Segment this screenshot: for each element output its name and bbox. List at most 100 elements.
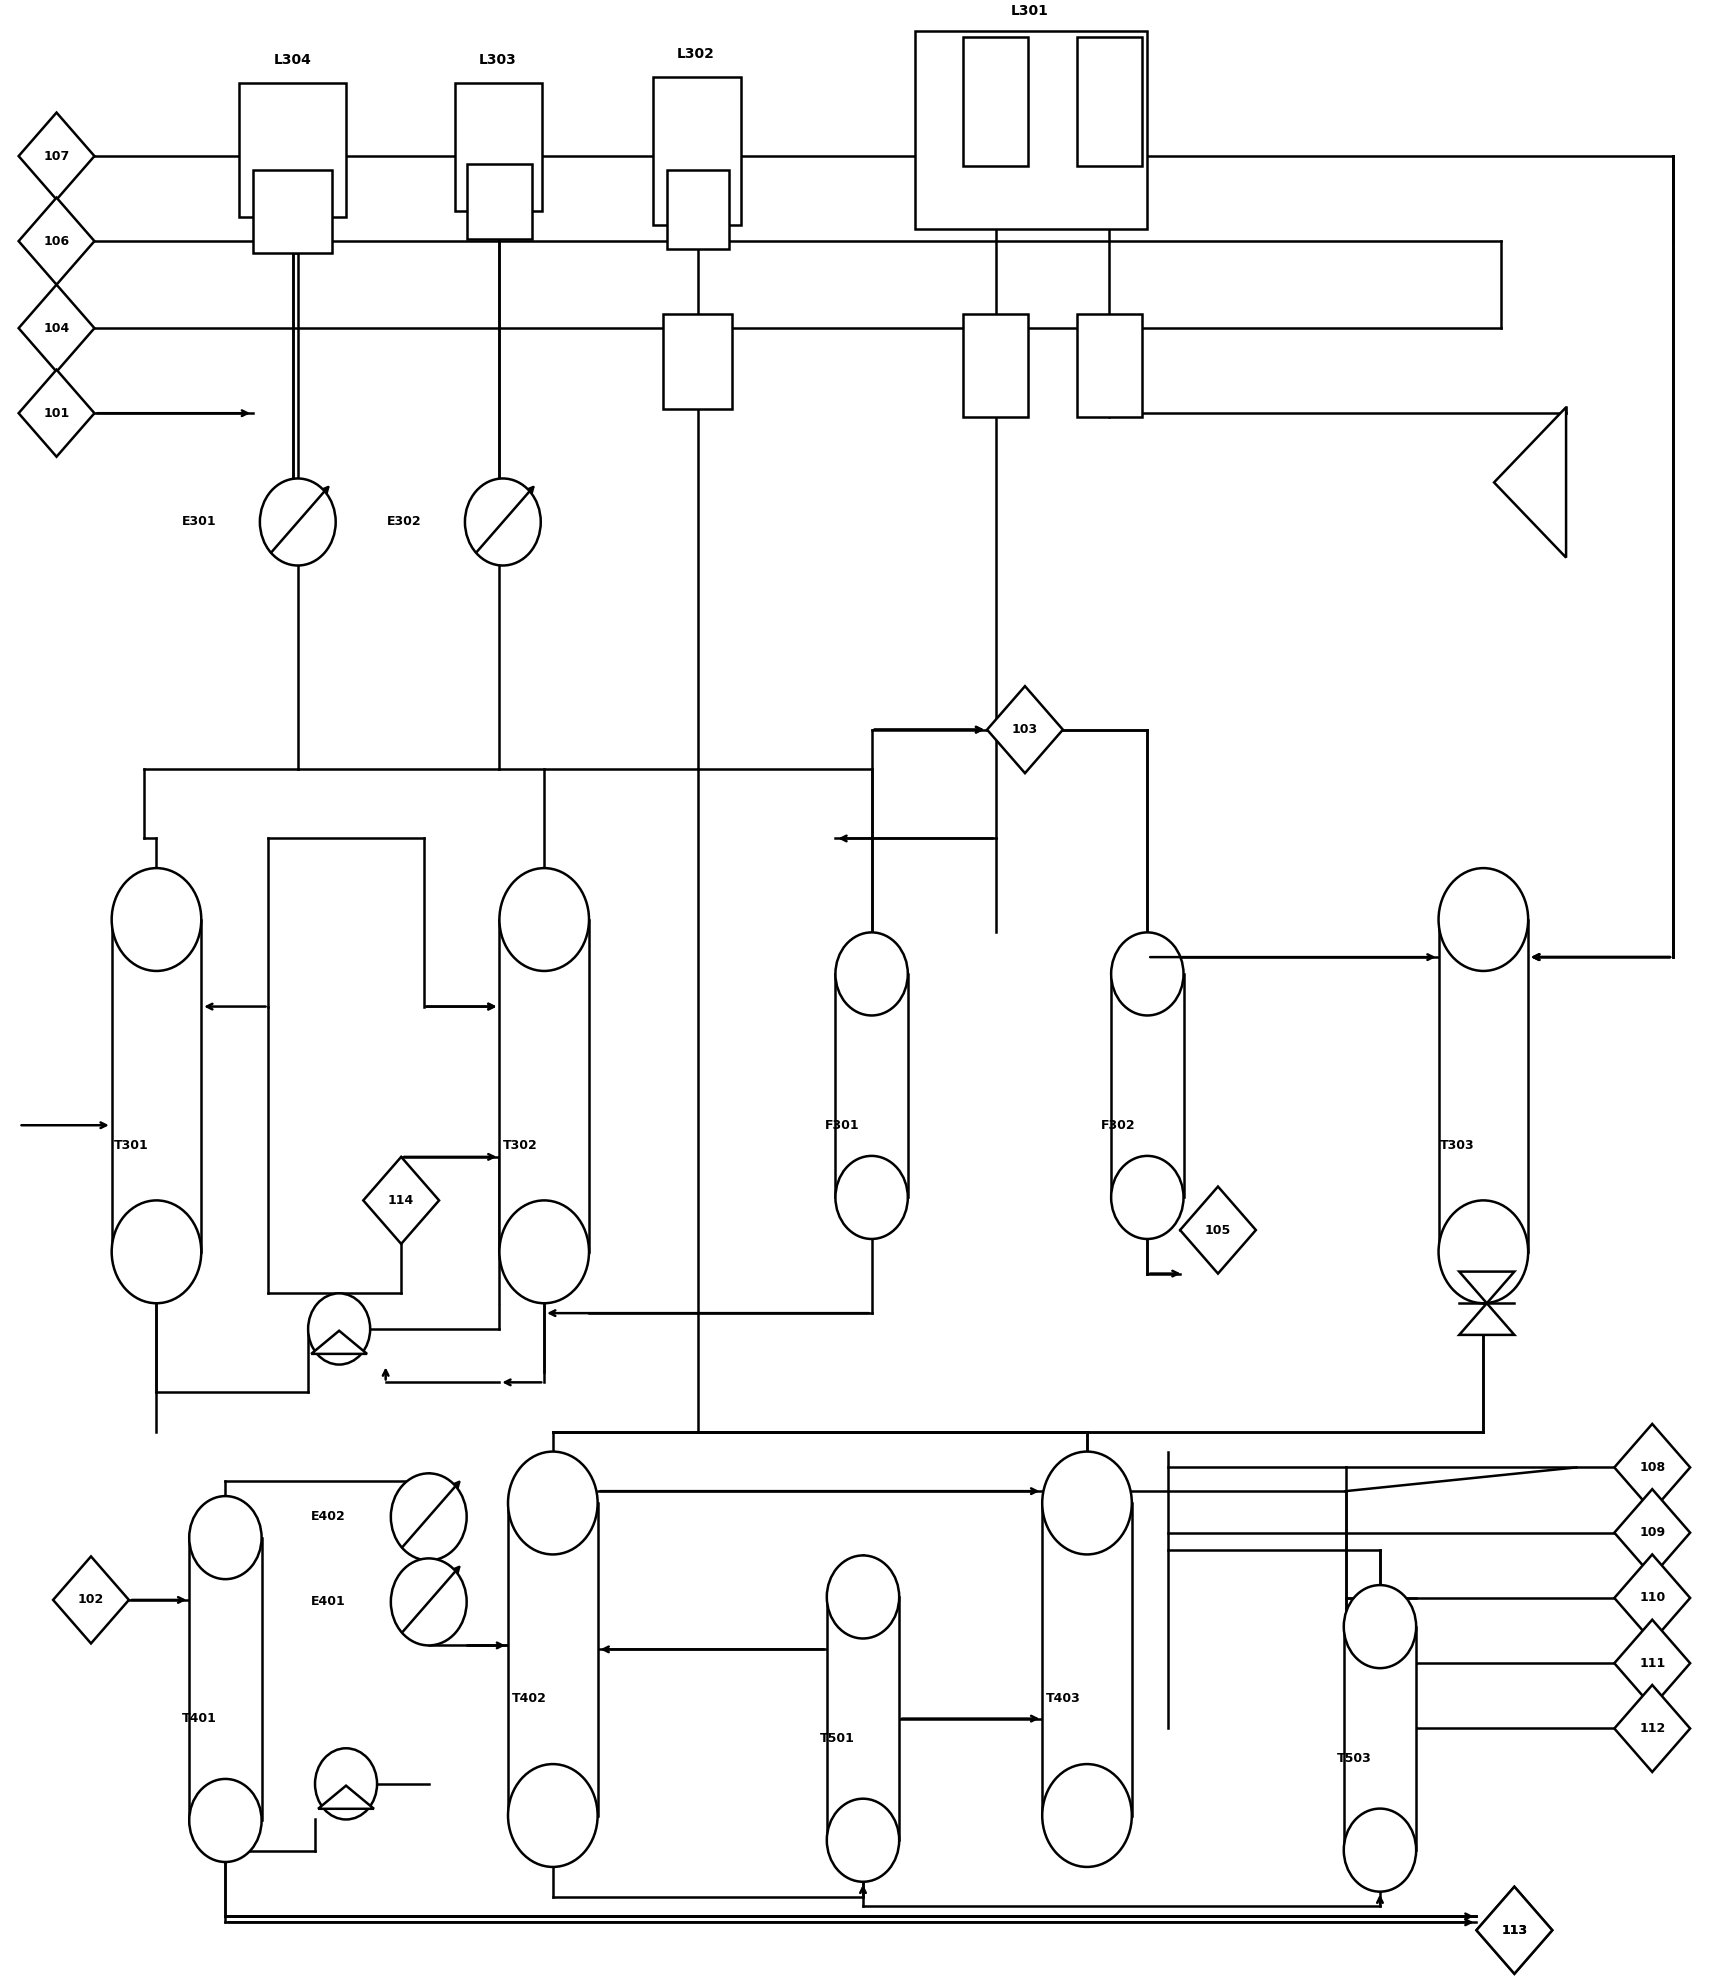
Ellipse shape	[112, 868, 202, 972]
Text: E302: E302	[387, 515, 421, 529]
Bar	[915, 32, 1148, 229]
Bar	[466, 165, 532, 238]
Polygon shape	[1614, 1619, 1690, 1707]
Ellipse shape	[1438, 1200, 1528, 1303]
Polygon shape	[54, 1556, 129, 1643]
Polygon shape	[362, 1156, 438, 1244]
Text: 112: 112	[1640, 1723, 1666, 1735]
Bar	[827, 1598, 899, 1840]
Ellipse shape	[835, 1156, 908, 1240]
Circle shape	[390, 1558, 466, 1645]
Text: 103: 103	[1011, 723, 1037, 735]
Bar	[1112, 974, 1184, 1198]
Text: E301: E301	[183, 515, 217, 529]
Ellipse shape	[827, 1556, 899, 1639]
Text: T501: T501	[820, 1733, 854, 1745]
Circle shape	[316, 1749, 376, 1820]
Bar	[112, 920, 202, 1252]
Ellipse shape	[1345, 1808, 1415, 1892]
Circle shape	[261, 479, 335, 566]
Polygon shape	[1495, 407, 1565, 558]
Polygon shape	[1614, 1685, 1690, 1772]
Bar	[663, 314, 732, 409]
Text: 101: 101	[43, 407, 69, 419]
Text: 113: 113	[1502, 1923, 1528, 1937]
Ellipse shape	[827, 1798, 899, 1882]
Text: E402: E402	[311, 1510, 345, 1524]
Text: T402: T402	[511, 1693, 547, 1705]
Ellipse shape	[835, 932, 908, 1015]
Bar	[666, 171, 728, 248]
Text: 102: 102	[78, 1594, 104, 1605]
Ellipse shape	[507, 1452, 597, 1554]
Text: 105: 105	[1205, 1224, 1231, 1236]
Bar	[454, 83, 542, 211]
Ellipse shape	[499, 868, 589, 972]
Polygon shape	[1476, 1888, 1552, 1973]
Text: 108: 108	[1640, 1460, 1666, 1474]
Circle shape	[464, 479, 540, 566]
Polygon shape	[1181, 1186, 1257, 1274]
Bar	[1077, 314, 1143, 417]
Ellipse shape	[1438, 868, 1528, 972]
Polygon shape	[1614, 1488, 1690, 1576]
Polygon shape	[19, 113, 95, 199]
Circle shape	[390, 1472, 466, 1560]
Polygon shape	[318, 1786, 375, 1808]
Ellipse shape	[1112, 932, 1184, 1015]
Bar	[1345, 1627, 1415, 1850]
Text: 104: 104	[43, 322, 69, 334]
Bar	[240, 83, 345, 217]
Ellipse shape	[190, 1496, 262, 1580]
Text: E401: E401	[311, 1596, 345, 1607]
Polygon shape	[19, 284, 95, 372]
Polygon shape	[1458, 1303, 1514, 1335]
Text: T403: T403	[1046, 1693, 1080, 1705]
Bar	[1043, 1502, 1132, 1816]
Text: T303: T303	[1439, 1139, 1476, 1152]
Bar	[652, 77, 740, 225]
Ellipse shape	[1043, 1764, 1132, 1868]
Bar	[1077, 38, 1143, 167]
Text: 106: 106	[43, 234, 69, 248]
Ellipse shape	[1345, 1586, 1415, 1669]
Polygon shape	[19, 370, 95, 457]
Text: L302: L302	[677, 48, 715, 62]
Text: 114: 114	[388, 1194, 414, 1206]
Polygon shape	[1476, 1888, 1552, 1973]
Text: 111: 111	[1640, 1657, 1666, 1669]
Ellipse shape	[190, 1778, 262, 1862]
Polygon shape	[311, 1331, 368, 1353]
Bar	[1438, 920, 1528, 1252]
Ellipse shape	[1112, 1156, 1184, 1240]
Polygon shape	[1614, 1425, 1690, 1510]
Polygon shape	[1458, 1272, 1514, 1303]
Text: T503: T503	[1338, 1753, 1372, 1764]
Circle shape	[309, 1294, 369, 1365]
Text: L303: L303	[478, 54, 516, 68]
Text: 107: 107	[43, 149, 69, 163]
Bar	[963, 38, 1029, 167]
Polygon shape	[19, 197, 95, 284]
Text: 109: 109	[1640, 1526, 1666, 1540]
Bar	[963, 314, 1029, 417]
Ellipse shape	[499, 1200, 589, 1303]
Text: 113: 113	[1502, 1923, 1528, 1937]
Text: T401: T401	[183, 1713, 217, 1725]
Text: F302: F302	[1101, 1119, 1136, 1133]
Text: L304: L304	[274, 54, 312, 68]
Text: F301: F301	[825, 1119, 860, 1133]
Text: T302: T302	[502, 1139, 537, 1152]
Bar	[507, 1502, 597, 1816]
Ellipse shape	[507, 1764, 597, 1868]
Bar	[499, 920, 589, 1252]
Text: 110: 110	[1640, 1592, 1666, 1604]
Polygon shape	[1614, 1554, 1690, 1641]
Ellipse shape	[112, 1200, 202, 1303]
Text: L301: L301	[1011, 4, 1049, 18]
Bar	[254, 171, 331, 252]
Ellipse shape	[1043, 1452, 1132, 1554]
Bar	[835, 974, 908, 1198]
Text: T301: T301	[114, 1139, 148, 1152]
Bar	[190, 1538, 262, 1820]
